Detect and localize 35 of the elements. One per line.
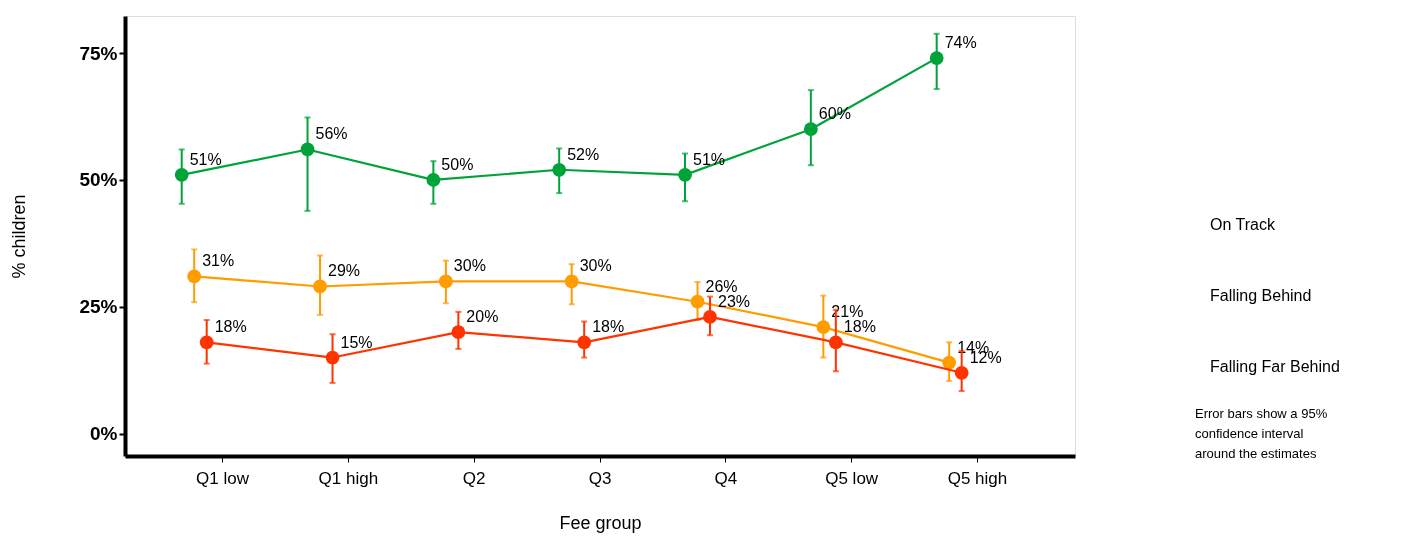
x-tick-label: Q4 [714,468,738,488]
data-label: 18% [592,318,625,336]
data-label: 29% [328,262,361,280]
data-label: 51% [189,150,222,168]
x-axis-title: Fee group [559,512,642,533]
data-label: 21% [831,303,864,321]
data-label: 15% [340,333,373,351]
data-label: 20% [466,308,499,326]
x-tick-label: Q5 low [825,468,879,488]
x-tick-label: Q3 [588,468,612,488]
data-label: 74% [944,34,977,52]
text: Falling Far Behind [1210,357,1340,375]
data-label: 30% [453,257,486,275]
data-label: 31% [202,252,235,270]
data-label: 30% [579,257,612,275]
data-label: 23% [718,292,751,310]
text: On Track [1210,215,1276,233]
data-label: 18% [214,318,247,336]
data-label: 18% [843,318,876,336]
data-label: 52% [567,145,600,163]
data-label: 51% [693,150,726,168]
y-tick-label: 50% [79,169,118,191]
y-tick-label: 25% [79,296,118,318]
x-tick-label: Q1 high [318,468,379,488]
x-tick-label: Q2 [462,468,486,488]
y-tick-label: 0% [90,423,118,445]
text: Error bars show a 95% confidence interval around the estimates [1195,406,1328,461]
x-tick-label: Q1 low [196,468,250,488]
y-tick-label: 75% [79,42,118,64]
y-axis-title: % children [9,194,30,279]
data-label: 50% [441,155,474,173]
x-tick-label: Q5 high [947,468,1008,488]
data-label: 26% [705,277,738,295]
text: Falling Behind [1210,286,1312,304]
data-label: 56% [315,125,348,143]
